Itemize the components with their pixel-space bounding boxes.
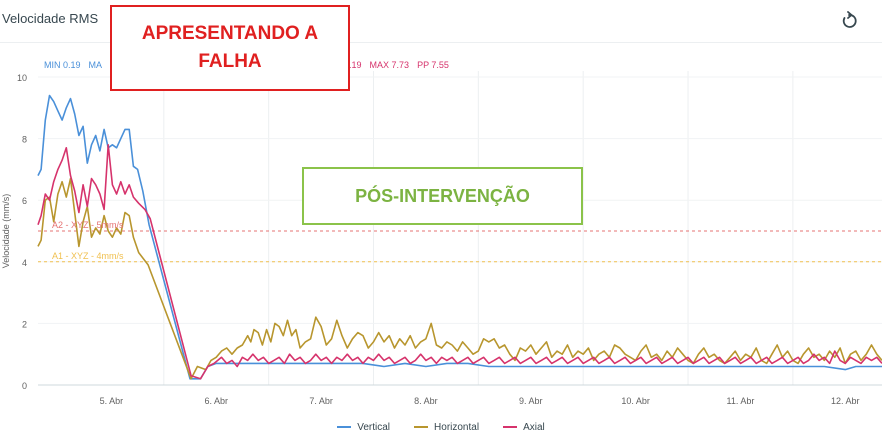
failure-annotation-line2: FALHA [198, 51, 262, 72]
stats-summary-vertical: MIN 0.19 MA [44, 60, 110, 70]
legend-label: Horizontal [434, 422, 480, 433]
x-tick-label: 12. Abr [831, 396, 860, 406]
legend-item-vertical[interactable]: Vertical [337, 422, 390, 433]
x-tick-label: 11. Abr [727, 396, 755, 406]
x-tick-label: 8. Abr [414, 396, 438, 406]
failure-annotation: APRESENTANDO A FALHA [110, 5, 350, 91]
x-tick-label: 7. Abr [309, 396, 333, 406]
y-tick-label: 0 [22, 381, 27, 391]
series-line-vertical [37, 94, 882, 380]
y-tick-label: 10 [17, 73, 27, 83]
refresh-icon [842, 11, 857, 28]
x-tick-label: 5. Abr [100, 396, 124, 406]
stat-min: MIN 0.19 [44, 60, 81, 70]
header-divider [0, 42, 882, 43]
failure-annotation-line1: APRESENTANDO A [141, 23, 319, 44]
x-tick-label: 9. Abr [519, 396, 543, 406]
legend-swatch [414, 426, 429, 429]
stat-pp: PP 7.55 [417, 60, 449, 70]
legend-swatch [337, 426, 352, 429]
post-intervention-annotation: PÓS-INTERVENÇÃO [302, 167, 583, 225]
y-tick-label: 2 [22, 319, 27, 329]
x-tick-label: 6. Abr [204, 396, 228, 406]
stat-min: 0.19 [344, 60, 362, 70]
series-line-horizontal [37, 177, 882, 380]
threshold-label: A1 - XYZ - 4mm/s [52, 251, 124, 261]
y-tick-label: 4 [22, 258, 27, 268]
legend-item-horizontal[interactable]: Horizontal [414, 422, 479, 433]
threshold-label: A2 - XYZ - 5mm/s [52, 220, 124, 230]
legend-swatch [503, 426, 518, 429]
stat-max-partial: MA [88, 60, 103, 70]
legend-label: Axial [523, 422, 545, 433]
chart-title: Velocidade RMS [2, 11, 99, 26]
y-tick-label: 8 [22, 135, 27, 145]
x-tick-label: 10. Abr [621, 396, 650, 406]
stats-summary-axial: 0.19 MAX 7.73 PP 7.55 [344, 60, 457, 70]
legend-label: Vertical [357, 422, 391, 433]
y-tick-label: 6 [22, 196, 27, 206]
y-axis-label: Velocidade (mm/s) [1, 194, 11, 269]
reset-zoom-button[interactable] [836, 8, 862, 34]
stat-max: MAX 7.73 [369, 60, 410, 70]
chart-legend: Vertical Horizontal Axial [0, 422, 882, 433]
legend-item-axial[interactable]: Axial [503, 422, 545, 433]
series-line-axial [37, 144, 882, 380]
